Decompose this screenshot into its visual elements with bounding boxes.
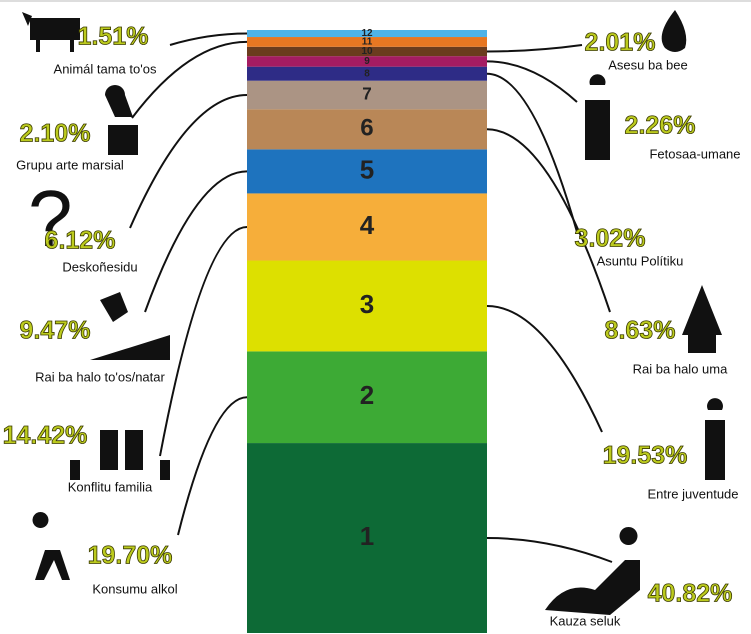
icon-youth: [705, 398, 725, 480]
category-name: Rai ba halo uma: [633, 361, 728, 376]
leader-line: [486, 44, 583, 53]
bar-segment: [247, 56, 487, 67]
bar-segment: [247, 109, 487, 150]
value-label: 2.01%: [585, 29, 656, 57]
category-name: Asuntu Polítiku: [597, 253, 684, 268]
bar-segment: [247, 66, 487, 81]
segment-number: 7: [362, 84, 372, 103]
bar-segment: [247, 443, 487, 633]
icon-alcohol: [32, 512, 70, 580]
segment-number: 10: [361, 46, 373, 57]
category-name: Asesu ba bee: [608, 57, 688, 72]
category-name: Animál tama to'os: [54, 61, 157, 76]
segment-number: 12: [361, 28, 373, 39]
category-name: Rai ba halo to'os/natar: [35, 369, 165, 384]
leader-line: [486, 72, 578, 233]
value-label: 2.26%: [625, 112, 696, 140]
segment-number: 11: [362, 37, 373, 48]
bar-segment: [247, 351, 487, 444]
value-label: 6.12%: [45, 227, 116, 255]
leader-line: [486, 128, 611, 313]
value-label: 19.70%: [88, 542, 173, 570]
value-label: 9.47%: [20, 317, 91, 345]
bar-segment: [247, 46, 487, 57]
category-name: Deskoñesidu: [62, 259, 137, 274]
value-label: 40.82%: [648, 580, 733, 608]
icon-fight: [545, 527, 640, 615]
segment-number: 6: [360, 115, 373, 142]
value-label: 19.53%: [603, 442, 688, 470]
leader-line: [177, 396, 248, 536]
bar-segment: [247, 193, 487, 261]
value-label: 1.51%: [78, 23, 149, 51]
value-label: 3.02%: [575, 225, 646, 253]
value-label: 14.42%: [3, 422, 88, 450]
leader-line: [486, 537, 613, 563]
segment-number: 2: [360, 380, 374, 410]
icon-land: [90, 292, 170, 360]
segment-number: 4: [360, 210, 375, 240]
icon-family: [70, 430, 170, 480]
icon-house: [682, 285, 722, 353]
category-name: Konflitu familia: [68, 479, 153, 494]
segment-number: 3: [360, 289, 374, 319]
category-name: Fetosaa-umane: [649, 146, 740, 161]
leader-line: [486, 304, 603, 433]
bar-segment: [247, 149, 487, 194]
icons: ?: [22, 10, 725, 615]
category-name: Grupu arte marsial: [16, 157, 124, 172]
leader-line: [159, 225, 248, 457]
leader-line: [169, 32, 248, 46]
category-name: Kauza seluk: [550, 613, 621, 628]
category-name: Entre juventude: [647, 486, 738, 501]
leader-line: [129, 93, 248, 229]
icon-drop: [661, 10, 687, 52]
leader-line: [144, 170, 248, 313]
segment-number: 1: [360, 521, 374, 551]
segment-number: 9: [364, 56, 370, 67]
value-label: 8.63%: [605, 317, 676, 345]
segment-number: 5: [360, 154, 374, 184]
leader-line: [486, 60, 578, 103]
category-name: Konsumu alkol: [92, 581, 177, 596]
segment-number: 8: [364, 68, 370, 79]
icon-martial: [105, 85, 138, 155]
icon-person: [585, 74, 610, 160]
bar-segment: [247, 37, 487, 47]
bar-segment: [247, 30, 487, 38]
value-label: 2.10%: [20, 120, 91, 148]
icon-question: ?: [28, 174, 73, 263]
leader-line: [131, 40, 248, 119]
icon-cow: [22, 12, 80, 52]
bar-segment: [247, 80, 487, 110]
bar-segment: [247, 260, 487, 352]
